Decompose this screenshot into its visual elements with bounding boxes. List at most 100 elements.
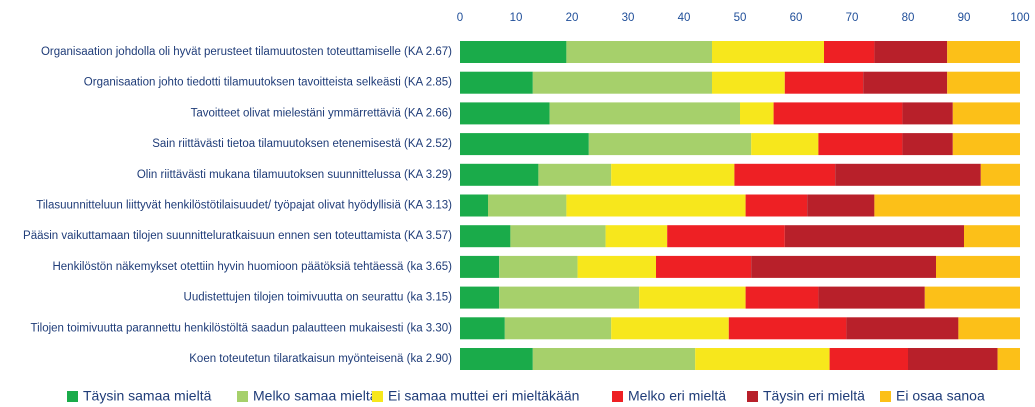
bar-segment (902, 102, 953, 125)
bar-segment (751, 255, 936, 278)
bar-segment (656, 255, 752, 278)
category-label: Henkilöstön näkemykset otettiin hyvin hu… (52, 261, 452, 273)
bar-segment (460, 255, 500, 278)
legend-label: Ei samaa muttei eri mieltäkään (388, 388, 579, 404)
bar-segment (874, 41, 948, 63)
bar-segment (952, 102, 1020, 125)
bar-segment (460, 41, 567, 63)
bar-segment (532, 348, 696, 370)
category-label: Uudistettujen tilojen toimivuutta on seu… (184, 292, 453, 304)
category-label: Tavoitteet olivat mielestäni ymmärrettäv… (191, 107, 453, 119)
category-label: Tilasuunnitteluun liittyvät henkilöstöti… (36, 200, 452, 212)
bar-segment (667, 225, 785, 248)
bar-segment (460, 317, 505, 340)
bar-segment (605, 225, 668, 248)
bar-segment (611, 317, 729, 340)
category-label: Tilojen toimivuutta parannettu henkilöst… (31, 322, 453, 334)
bar-segment (952, 133, 1020, 156)
bar-segment (740, 102, 774, 125)
bar-segment (460, 133, 589, 156)
bar-segment (695, 348, 830, 370)
bar-segment (773, 102, 903, 125)
bar-segment (611, 163, 735, 186)
x-tick-label: 30 (622, 12, 635, 24)
bar-segment (712, 41, 824, 63)
bar-segment (807, 194, 875, 217)
bar-segment (835, 163, 981, 186)
bar-segment (964, 225, 1020, 248)
x-tick-label: 100 (1010, 12, 1029, 24)
bar-segment (818, 286, 925, 309)
category-label: Pääsin vaikuttamaan tilojen suunnittelur… (23, 230, 452, 242)
category-label: Koen toteutetun tilaratkaisun myönteisen… (189, 353, 452, 365)
x-tick-label: 90 (958, 12, 971, 24)
legend-label: Melko eri mieltä (628, 388, 726, 404)
x-tick-label: 0 (457, 12, 463, 24)
legend-swatch (67, 391, 78, 402)
bar-segment (577, 255, 656, 278)
x-tick-label: 50 (734, 12, 747, 24)
bar-segment (947, 71, 1020, 94)
legend-label: Ei osaa sanoa (896, 388, 985, 404)
bar-segment (863, 71, 948, 94)
bar-segment (924, 286, 1020, 309)
bar-segment (639, 286, 746, 309)
bar-segment (818, 133, 903, 156)
legend-swatch (747, 391, 758, 402)
bar-segment (538, 163, 612, 186)
bar-segment (566, 194, 746, 217)
legend-swatch (880, 391, 891, 402)
x-tick-label: 60 (790, 12, 803, 24)
legend-swatch (612, 391, 623, 402)
bar-segment (504, 317, 612, 340)
bar-segment (751, 133, 819, 156)
bar-segment (947, 41, 1020, 63)
bar-segment (499, 255, 578, 278)
legend-swatch (237, 391, 248, 402)
bar-segment (712, 71, 785, 94)
bar-segment (460, 102, 550, 125)
x-tick-label: 40 (678, 12, 691, 24)
legend-label: Täysin samaa mieltä (83, 388, 212, 404)
bar-segment (460, 163, 539, 186)
bar-segment (728, 317, 847, 340)
bar-segment (460, 225, 511, 248)
bar-segment (908, 348, 998, 370)
bar-segment (745, 286, 819, 309)
bar-segment (460, 71, 533, 94)
bar-segment (510, 225, 606, 248)
bar-segment (997, 348, 1020, 370)
bar-segment (460, 348, 533, 370)
bar-segment (460, 194, 488, 217)
category-label: Organisaation johdolla oli hyvät peruste… (41, 46, 452, 58)
x-tick-label: 70 (846, 12, 859, 24)
bar-segment (784, 71, 864, 94)
bar-segment (958, 317, 1020, 340)
bar-segment (846, 317, 959, 340)
bar-segment (784, 225, 964, 248)
bar-segment (902, 133, 953, 156)
x-tick-label: 20 (566, 12, 579, 24)
category-label: Olin riittävästi mukana tilamuutoksen su… (137, 169, 452, 181)
category-label: Sain riittävästi tietoa tilamuutoksen et… (152, 138, 452, 150)
bar-segment (936, 255, 1020, 278)
bar-segment (549, 102, 740, 125)
x-tick-label: 10 (510, 12, 523, 24)
x-tick-label: 80 (902, 12, 915, 24)
bar-segment (588, 133, 752, 156)
legend-label: Täysin eri mieltä (763, 388, 865, 404)
bar-segment (499, 286, 640, 309)
bar-segment (829, 348, 908, 370)
bar-segment (532, 71, 712, 94)
bar-segment (488, 194, 567, 217)
bar-segment (824, 41, 875, 63)
bar-segment (745, 194, 808, 217)
bar-segment (460, 286, 500, 309)
legend-swatch (372, 391, 383, 402)
category-label: Organisaation johto tiedotti tilamuutoks… (84, 77, 452, 89)
bar-segment (734, 163, 836, 186)
bar-segment (874, 194, 1020, 217)
bar-segment (980, 163, 1020, 186)
bar-segment (566, 41, 712, 63)
